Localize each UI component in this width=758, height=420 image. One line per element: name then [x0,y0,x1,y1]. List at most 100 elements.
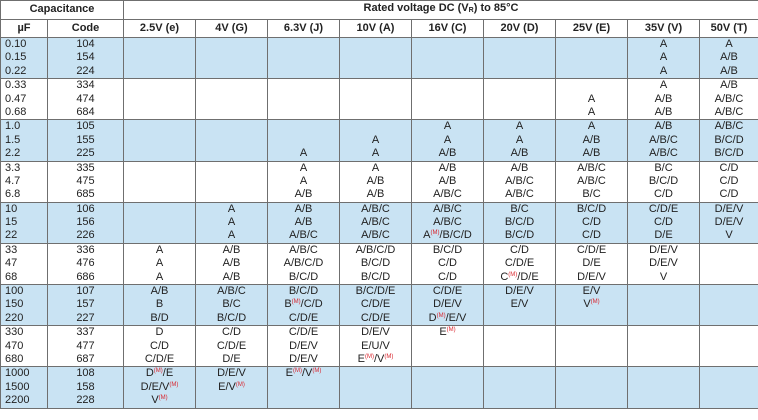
cell-line: D/E/V [577,270,606,283]
case-size-cell [339,36,412,80]
case-size-cell [267,78,340,121]
case-size-cell: D(M)/E D/E/V(M) V(M) [123,366,196,409]
case-size-cell: C/D/E D/E D/E/V [555,242,628,286]
cell-line [341,121,411,134]
cell-line: A(M)/B/C/D [413,229,483,242]
cell-line: B/C/D [288,285,319,298]
cell-line: E/U/V [361,339,390,352]
cell-line: D/E/V [217,367,246,380]
cell-line: C/D [719,174,739,187]
cell-line: A/B/C [649,133,678,146]
case-size-cell: E/V V(M) [555,284,628,327]
case-size-cell [123,36,196,80]
cell-line: C/D/E [648,202,679,215]
cell-line: D(M)/E [125,368,195,381]
case-size-cell: E(M) [411,325,484,368]
case-size-cell: A/B/C A/B/C A/B/C [339,201,412,244]
cell-line: C/D [150,339,169,352]
cell-line: C/D/E [576,243,607,256]
cell-line: E/V [510,298,529,311]
cell-line: 157 [76,298,95,311]
case-size-cell: C/D C/D/E D/E [195,325,268,368]
cell-line: A/B [222,270,241,283]
cell-line: C/D/E [288,311,319,324]
rated-voltage-subscript: R [468,7,474,15]
case-size-cell: C/D C/D/E C(M)/D/E [483,242,556,286]
cell-line: A/B/C [505,188,534,201]
case-size-cell [267,36,340,80]
uf-cell: 1.0 1.5 2.2 [0,119,48,162]
cell-line: B/C/D [216,311,247,324]
voltage-column-header: 50V (T) [699,19,758,38]
cell-line: C/D/E [288,326,319,339]
m-marker: (M) [153,368,163,375]
case-code-text: /V [301,367,313,380]
cell-line: A/B/C [714,120,744,133]
cell-line: A/B [150,285,169,298]
cell-line: B/C/D [504,229,535,242]
case-size-cell: A/B/C/D B/C/D B/C/D [339,242,412,286]
cell-line [557,80,627,93]
cell-line: A/B [582,133,601,146]
m-marker: (M) [235,381,245,388]
cell-line: A/B [438,161,457,174]
code-cell: 108 158 228 [47,366,124,409]
cell-line: A/B [654,120,673,133]
table-row: 10 15 22 106 156 226 A A A A/B A/B A/B/C A/B/C A/B/C A… [0,201,758,244]
cell-line: C/D/E [360,311,391,324]
cell-line: A/B [654,92,673,105]
cell-line: C/D [438,257,457,270]
table-row: 33 47 68 336 476 686 A A A A/B A/B A/B A/B/C A/B/C/D B… [0,242,758,286]
cell-line: A [299,174,308,187]
code-cell: 336 476 686 [47,242,124,286]
cell-line: E(M) [413,327,483,340]
cell-line: A/B [720,64,738,77]
case-code-text: V [151,394,159,407]
case-size-cell [339,366,412,409]
uf-cell: 3.3 4.7 6.8 [0,160,48,203]
cell-line: 680 [5,352,24,365]
cell-line: 100 [5,285,24,298]
table-row: 0.33 0.47 0.68 334 474 684 A A A A/B A/B A/B A/B/C A/… [0,78,758,121]
cell-line: 156 [76,216,95,229]
case-size-cell [555,36,628,80]
cell-line: B/C/D [714,147,744,160]
uf-cell: 33 47 68 [0,242,48,286]
voltage-column-header: 4V (G) [195,19,268,38]
m-marker: (M) [292,368,302,375]
cell-line: 15 [5,216,18,229]
cell-line: A/B/C [505,174,534,187]
cell-line: A/B [510,161,529,174]
cell-line: C/D [438,270,457,283]
cell-line: B/C/D [648,174,679,187]
cell-line: A/B/C [361,202,390,215]
cell-line: 1.0 [5,120,21,133]
case-size-cell [627,325,700,368]
voltage-column-header: 2.5V (e) [123,19,196,38]
cell-line: A [443,120,452,133]
case-code-text: E/V [218,380,236,393]
cell-line: D/E/V [649,243,678,256]
case-size-cell: B/C/D C/D C/D [555,201,628,244]
case-code-text: C [500,270,509,283]
cell-line: D/E/V [361,326,390,339]
code-cell: 334 474 684 [47,78,124,121]
cell-line: A/B [720,51,738,64]
m-marker: (M) [364,353,374,360]
case-size-cell [411,366,484,409]
table-row: 1.0 1.5 2.2 105 155 225 A A A A A A/B A A A/B A A/B A/B A/… [0,119,758,162]
cell-line: A [227,202,236,215]
case-code-text: /E/V [445,311,467,324]
cell-line: C/D/E [432,285,463,298]
cell-line: A/B/C [577,161,606,174]
case-size-cell: A A/B A/B [555,119,628,162]
case-size-cell [627,366,700,409]
case-size-cell [699,366,758,409]
cell-line: 107 [76,285,95,298]
cell-line: A/B [582,147,601,160]
uf-column-header: µF [0,19,48,38]
code-cell: 337 477 687 [47,325,124,368]
cell-line: B/C [582,188,601,201]
